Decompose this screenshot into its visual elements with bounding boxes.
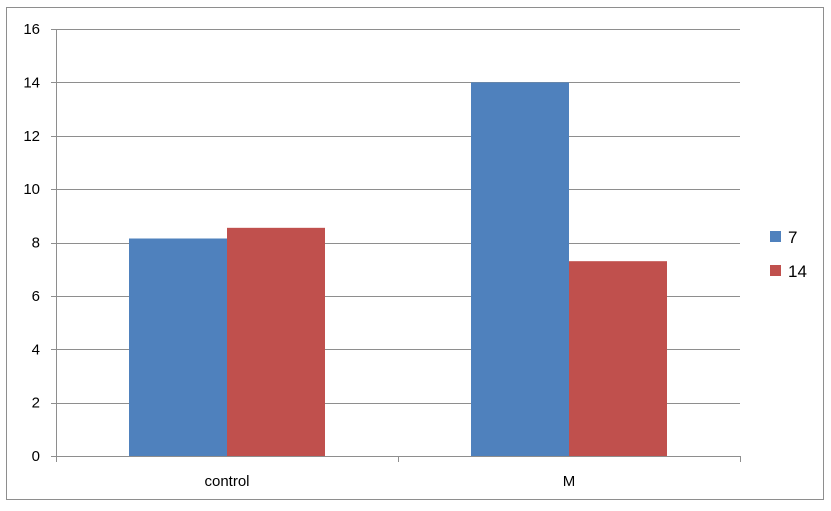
- axes: [51, 29, 741, 462]
- y-tick-labels: 0 2 4 6 8 10 12 14 16: [23, 21, 40, 465]
- legend-label-14: 14: [788, 262, 807, 281]
- legend-label-7: 7: [788, 228, 797, 247]
- y-tick-label-2: 2: [32, 395, 40, 412]
- y-tick-label-0: 0: [32, 448, 40, 465]
- y-tick-label-10: 10: [23, 181, 40, 198]
- bar-control-14: [227, 227, 325, 456]
- bars: [129, 82, 667, 456]
- bar-M-14: [569, 261, 667, 456]
- legend-swatch-7: [770, 231, 781, 242]
- legend-swatch-14: [770, 265, 781, 276]
- y-tick-label-14: 14: [23, 74, 40, 91]
- bar-M-7: [471, 82, 569, 456]
- y-tick-label-16: 16: [23, 21, 40, 38]
- legend: 7 14: [770, 228, 807, 281]
- x-tick-label-control: control: [204, 473, 249, 490]
- x-tick-labels: control M: [204, 473, 575, 490]
- y-tick-label-4: 4: [32, 341, 40, 358]
- y-tick-label-6: 6: [32, 288, 40, 305]
- bar-control-7: [129, 238, 227, 456]
- y-tick-label-8: 8: [32, 235, 40, 252]
- x-tick-label-M: M: [563, 473, 576, 490]
- y-tick-label-12: 12: [23, 128, 40, 145]
